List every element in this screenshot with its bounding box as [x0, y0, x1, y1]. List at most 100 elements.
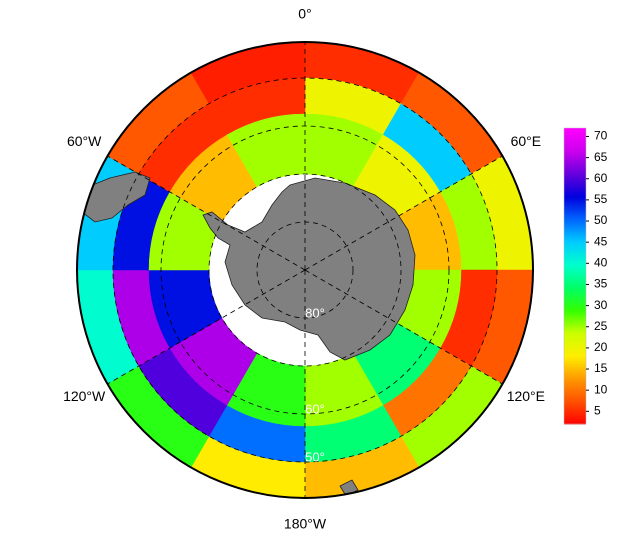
colorbar-swatch: [564, 383, 586, 387]
colorbar-swatch: [564, 350, 586, 353]
colorbar-swatch: [564, 163, 586, 167]
colorbar-swatch: [564, 240, 586, 243]
colorbar-swatch: [564, 390, 586, 393]
meridian: [304, 269, 503, 385]
colorbar-swatch: [564, 366, 586, 370]
colorbar-swatch: [564, 170, 586, 173]
colorbar-swatch: [564, 263, 586, 266]
meridian: [304, 155, 503, 271]
colorbar-swatch: [564, 371, 586, 374]
colorbar-swatch: [564, 316, 586, 319]
colorbar-swatch: [564, 153, 586, 156]
colorbar-tick-label: 60: [594, 171, 608, 185]
colorbar-swatch: [564, 235, 586, 239]
colorbar-swatch: [564, 195, 586, 199]
colorbar-swatch: [564, 271, 586, 275]
colorbar-swatch: [564, 356, 586, 359]
colorbar-swatch: [564, 218, 586, 222]
colorbar-tick-label: 20: [594, 340, 608, 354]
colorbar-swatch: [564, 227, 586, 230]
latitude-label: 70°: [305, 353, 325, 368]
colorbar-swatch: [564, 208, 586, 211]
colorbar-swatch: [564, 364, 586, 368]
colorbar-swatch: [564, 407, 586, 410]
colorbar-swatch: [564, 373, 586, 376]
colorbar-swatch: [564, 178, 586, 182]
longitude-label: 120°W: [63, 388, 106, 404]
colorbar-swatch: [564, 267, 586, 271]
colorbar-swatch: [564, 303, 586, 307]
colorbar-swatch: [564, 421, 586, 425]
colorbar-swatch: [564, 244, 586, 247]
colorbar-swatch: [564, 265, 586, 269]
colorbar-swatch: [564, 328, 586, 332]
colorbar-swatch: [564, 159, 586, 163]
colorbar-tick-label: 10: [594, 382, 608, 396]
colorbar-swatch: [564, 157, 586, 161]
colorbar-swatch: [564, 394, 586, 398]
latitude-circle: [208, 173, 402, 367]
colorbar: 5 10 15 20 25 30 35 40 45 50 55 60 65 70: [563, 127, 608, 425]
colorbar-swatch: [564, 140, 586, 144]
colorbar-tick-label: 50: [594, 213, 608, 227]
colorbar-swatch: [564, 149, 586, 152]
colorbar-swatch: [564, 242, 586, 245]
colorbar-swatch: [564, 379, 586, 383]
longitude-label: 180°W: [284, 516, 327, 532]
colorbar-tick-label: 35: [594, 277, 608, 291]
colorbar-swatch: [564, 144, 586, 148]
colorbar-swatch: [564, 254, 586, 258]
colorbar-swatch: [564, 352, 586, 355]
colorbar-swatch: [564, 345, 586, 349]
colorbar-swatch: [564, 176, 586, 180]
colorbar-tick-label: 45: [594, 234, 608, 248]
colorbar-swatch: [564, 182, 586, 186]
map-border: [76, 41, 534, 499]
land: [79, 171, 416, 497]
colorbar-swatch: [564, 415, 586, 419]
colorbar-tick-label: 15: [594, 361, 608, 375]
colorbar-swatch: [564, 259, 586, 262]
colorbar-swatch: [564, 180, 586, 184]
colorbar-tick-label: 30: [594, 298, 608, 312]
colorbar-swatch: [564, 305, 586, 309]
colorbar-swatch: [564, 155, 586, 159]
colorbar-swatch: [564, 375, 586, 378]
colorbar-swatch: [564, 413, 586, 417]
colorbar-swatch: [564, 322, 586, 326]
colorbar-swatch: [564, 299, 586, 302]
meridian: [107, 155, 306, 271]
colorbar-swatch: [564, 398, 586, 402]
colorbar-frame: [563, 127, 587, 425]
antarctica: [202, 177, 416, 361]
colorbar-swatch: [564, 185, 586, 188]
colorbar-swatch: [564, 132, 586, 135]
colorbar-swatch: [564, 295, 586, 298]
colorbar-swatch: [564, 189, 586, 192]
colorbar-tick-label: 5: [594, 403, 601, 417]
colorbar-swatch: [564, 314, 586, 317]
colorbar-swatch: [564, 288, 586, 292]
colorbar-swatch: [564, 320, 586, 324]
colorbar-swatch: [564, 134, 586, 137]
colorbar-swatch: [564, 204, 586, 207]
colorbar-swatch: [564, 292, 586, 296]
colorbar-swatch: [564, 341, 586, 345]
colorbar-swatch: [564, 297, 586, 300]
colorbar-swatch: [564, 231, 586, 235]
colorbar-swatch: [564, 286, 586, 290]
graticule: 80° 70° 60° 50° 0° 60°E 120°E 180°W 120°W 60°W: [63, 6, 545, 532]
colorbar-swatch: [564, 147, 586, 150]
colorbar-swatch: [564, 335, 586, 338]
colorbar-swatch: [564, 142, 586, 146]
colorbar-swatch: [564, 187, 586, 190]
colorbar-swatch: [564, 136, 586, 140]
colorbar-swatch: [564, 128, 586, 131]
colorbar-swatch: [564, 248, 586, 252]
colorbar-swatch: [564, 225, 586, 228]
latitude-label: 50°: [305, 449, 325, 464]
colorbar-swatch: [564, 333, 586, 336]
colorbar-swatch: [564, 269, 586, 273]
colorbar-swatch: [564, 202, 586, 205]
colorbar-swatch: [564, 151, 586, 154]
